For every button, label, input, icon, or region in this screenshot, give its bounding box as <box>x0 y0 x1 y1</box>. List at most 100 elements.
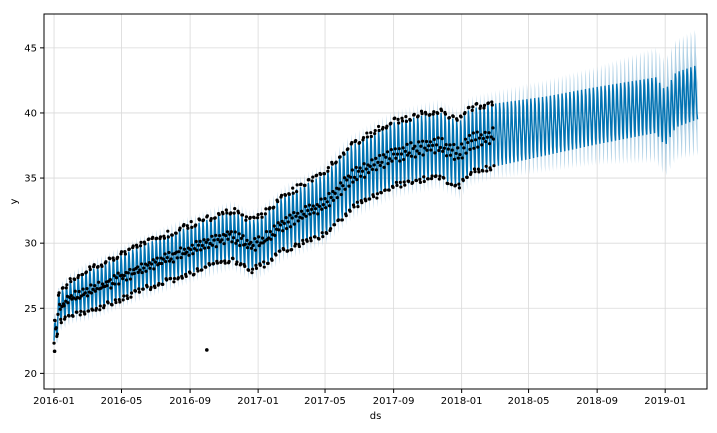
observed-point <box>351 180 355 184</box>
observed-point <box>178 226 182 230</box>
observed-point <box>441 149 445 153</box>
observed-point <box>440 137 444 141</box>
observed-point <box>491 137 496 141</box>
observed-point <box>291 191 295 195</box>
observed-point <box>459 115 463 119</box>
observed-point <box>479 104 483 108</box>
observed-point <box>442 146 446 150</box>
observed-point <box>399 185 403 189</box>
observed-point <box>452 157 456 161</box>
observed-point <box>390 159 394 163</box>
observed-point <box>66 301 70 305</box>
observed-point <box>226 237 230 241</box>
observed-point <box>450 148 454 152</box>
observed-point <box>211 262 216 266</box>
observed-point <box>427 144 431 148</box>
observed-point <box>172 280 176 284</box>
observed-point <box>368 197 372 201</box>
observed-point <box>362 162 366 166</box>
observed-point <box>438 174 442 178</box>
observed-point <box>104 260 108 264</box>
observed-point <box>217 212 221 217</box>
observed-point <box>143 242 147 246</box>
observed-point <box>393 147 397 151</box>
observed-point <box>352 175 357 179</box>
observed-point <box>472 146 476 150</box>
x-axis-label: ds <box>370 411 382 422</box>
observed-point <box>418 180 422 184</box>
observed-point <box>184 274 188 279</box>
observed-point <box>121 298 125 302</box>
observed-point <box>229 211 233 215</box>
observed-point <box>341 184 345 188</box>
observed-point <box>117 297 121 302</box>
observed-point <box>189 247 193 252</box>
observed-point <box>394 156 398 160</box>
observed-point <box>347 184 351 188</box>
observed-point <box>208 263 212 267</box>
observed-point <box>210 243 214 247</box>
observed-point <box>98 308 102 312</box>
observed-point <box>366 171 371 175</box>
observed-point <box>476 145 480 149</box>
observed-point <box>139 240 143 244</box>
observed-point <box>262 260 266 264</box>
y-tick-label: 40 <box>24 108 37 119</box>
observed-point <box>375 192 380 196</box>
observed-point <box>245 238 249 242</box>
observed-point <box>308 212 312 216</box>
observed-point <box>201 218 206 222</box>
observed-point <box>364 167 368 171</box>
observed-point <box>239 262 243 266</box>
observed-point <box>452 142 456 147</box>
observed-point <box>381 125 385 130</box>
observed-point <box>196 269 200 273</box>
observed-point <box>291 186 295 190</box>
observed-point <box>171 260 175 264</box>
observed-point <box>256 213 260 217</box>
observed-point <box>398 159 402 163</box>
observed-point <box>316 212 320 216</box>
observed-point <box>253 236 257 241</box>
observed-point <box>68 277 72 281</box>
observed-point <box>409 154 414 158</box>
observed-point <box>105 283 109 288</box>
observed-point <box>345 178 349 182</box>
observed-point <box>325 231 329 235</box>
observed-point <box>212 238 216 242</box>
observed-point <box>409 141 413 145</box>
observed-point <box>251 243 255 248</box>
observed-point <box>225 211 229 215</box>
observed-point <box>310 179 314 183</box>
observed-point <box>260 236 265 240</box>
observed-point <box>477 170 481 174</box>
observed-point <box>439 109 444 113</box>
x-tick-label: 2016-09 <box>169 396 211 407</box>
observed-point <box>350 168 354 172</box>
observed-point <box>250 267 255 271</box>
observed-point <box>179 246 183 250</box>
observed-point <box>490 100 494 104</box>
observed-point <box>391 185 395 190</box>
observed-point <box>361 136 366 140</box>
observed-point <box>321 234 325 239</box>
observed-point <box>326 169 330 173</box>
x-tick-label: 2017-01 <box>237 396 279 407</box>
observed-point <box>418 177 422 181</box>
observed-point <box>396 117 400 121</box>
observed-point <box>303 204 308 209</box>
observed-point <box>377 128 381 133</box>
observed-point <box>73 277 77 282</box>
observed-point <box>278 249 282 253</box>
observed-point <box>378 163 382 168</box>
observed-point <box>157 261 162 266</box>
observed-point <box>414 178 419 183</box>
observed-point <box>303 183 307 187</box>
observed-point <box>307 178 311 182</box>
y-axis-ticks: 20 25 30 35 40 45 <box>24 43 44 380</box>
observed-point <box>477 136 482 140</box>
observed-point <box>117 282 121 286</box>
observed-point <box>249 240 253 244</box>
observed-point <box>264 229 269 234</box>
observed-point <box>231 256 235 261</box>
